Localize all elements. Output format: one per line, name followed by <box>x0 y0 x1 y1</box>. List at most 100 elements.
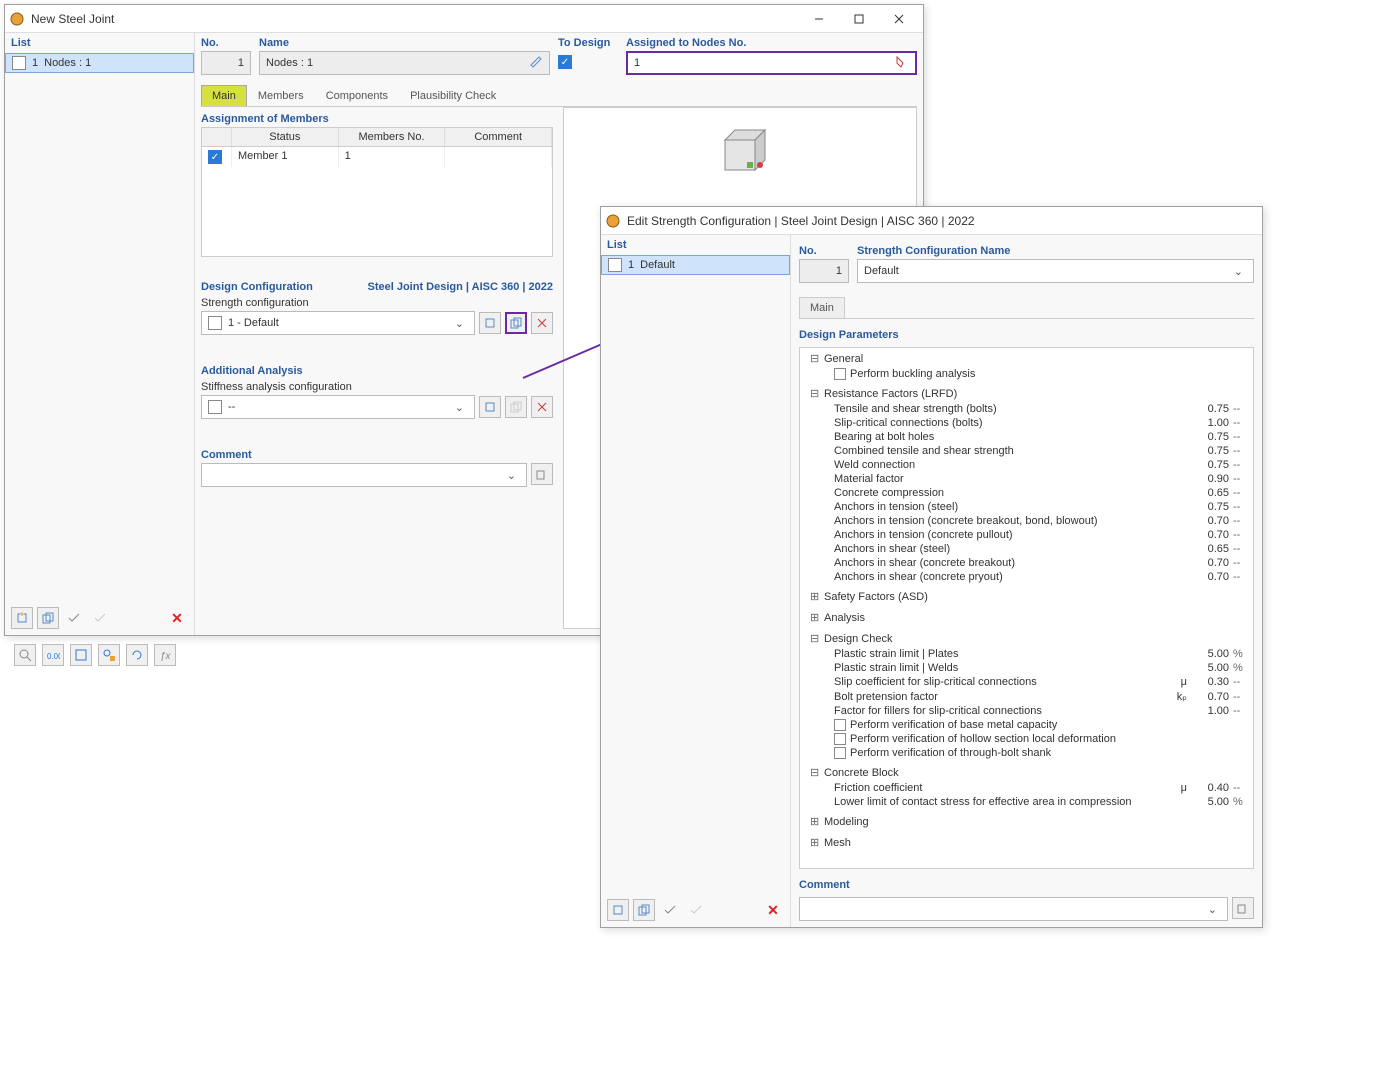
comment-edit-icon[interactable] <box>531 463 553 485</box>
tree-item[interactable]: Bolt pretension factorkₚ0.70-- <box>810 689 1253 704</box>
function-icon[interactable]: ƒx <box>154 644 176 666</box>
row-checkbox[interactable]: ✓ <box>208 150 222 164</box>
param-value[interactable]: 0.40 <box>1191 782 1229 794</box>
tab-components[interactable]: Components <box>315 85 399 106</box>
copy-icon[interactable] <box>37 607 59 629</box>
edit-name-icon[interactable] <box>529 55 543 72</box>
comment-edit-icon[interactable] <box>1232 897 1254 919</box>
tree-item[interactable]: Factor for fillers for slip-critical con… <box>810 704 1253 718</box>
tree-item[interactable]: Perform verification of base metal capac… <box>810 718 1253 732</box>
checkbox[interactable] <box>834 368 846 380</box>
comment-field[interactable]: ⌄ <box>201 463 527 487</box>
tree-item[interactable]: Anchors in tension (concrete breakout, b… <box>810 514 1253 528</box>
tree-item[interactable]: Anchors in tension (steel)0.75-- <box>810 500 1253 514</box>
tree-item[interactable]: Perform verification of hollow section l… <box>810 732 1253 746</box>
uncheck-all-icon[interactable] <box>89 607 111 629</box>
param-value[interactable]: 0.70 <box>1191 571 1229 583</box>
param-value[interactable]: 0.65 <box>1191 543 1229 555</box>
checkbox[interactable] <box>834 747 846 759</box>
tree-item[interactable]: Perform verification of through-bolt sha… <box>810 746 1253 760</box>
delete-stiffness-icon[interactable] <box>531 396 553 418</box>
delete-button[interactable]: ✕ <box>762 899 784 921</box>
new-stiffness-icon[interactable] <box>479 396 501 418</box>
tree-item[interactable]: Combined tensile and shear strength0.75-… <box>810 444 1253 458</box>
stiffness-dropdown[interactable]: -- ⌄ <box>201 395 475 419</box>
tree-item[interactable]: Anchors in shear (steel)0.65-- <box>810 542 1253 556</box>
stiffness-checkbox[interactable] <box>208 400 222 414</box>
tree-group-head[interactable]: ⊟Design Check <box>810 630 1253 647</box>
param-value[interactable]: 0.75 <box>1191 459 1229 471</box>
param-value[interactable]: 5.00 <box>1191 796 1229 808</box>
tree-item[interactable]: Plastic strain limit | Welds5.00% <box>810 661 1253 675</box>
close-button[interactable] <box>879 5 919 33</box>
tree-item[interactable]: Anchors in shear (concrete breakout)0.70… <box>810 556 1253 570</box>
param-value[interactable]: 0.30 <box>1191 676 1229 688</box>
param-value[interactable]: 0.75 <box>1191 501 1229 513</box>
pick-node-icon[interactable] <box>895 55 909 72</box>
tab-main[interactable]: Main <box>799 297 845 318</box>
no-field[interactable]: 1 <box>201 51 251 75</box>
tree-item[interactable]: Lower limit of contact stress for effect… <box>810 795 1253 809</box>
list-item[interactable]: 1 Default <box>601 255 790 275</box>
param-value[interactable]: 0.70 <box>1191 515 1229 527</box>
tree-group-head[interactable]: ⊞Mesh <box>810 834 1253 851</box>
new-icon[interactable] <box>11 607 33 629</box>
list-item-checkbox[interactable] <box>608 258 622 272</box>
units-icon[interactable]: 0.00 <box>42 644 64 666</box>
maximize-button[interactable] <box>839 5 879 33</box>
comment-field[interactable]: ⌄ <box>799 897 1228 921</box>
tree-item[interactable]: Concrete compression0.65-- <box>810 486 1253 500</box>
param-value[interactable]: 0.75 <box>1191 431 1229 443</box>
list-item-checkbox[interactable] <box>12 56 26 70</box>
tree-item[interactable]: Plastic strain limit | Plates5.00% <box>810 647 1253 661</box>
tab-members[interactable]: Members <box>247 85 315 106</box>
strength-config-dropdown[interactable]: 1 - Default ⌄ <box>201 311 475 335</box>
name-field[interactable]: Default ⌄ <box>857 259 1254 283</box>
param-value[interactable]: 5.00 <box>1191 648 1229 660</box>
tree-group-head[interactable]: ⊞Safety Factors (ASD) <box>810 588 1253 605</box>
param-value[interactable]: 5.00 <box>1191 662 1229 674</box>
user-settings-icon[interactable] <box>98 644 120 666</box>
param-value[interactable]: 1.00 <box>1191 417 1229 429</box>
new-config-icon[interactable] <box>479 312 501 334</box>
tree-item[interactable]: Perform buckling analysis <box>810 367 1253 381</box>
delete-button[interactable]: ✕ <box>166 607 188 629</box>
tree-item[interactable]: Anchors in tension (concrete pullout)0.7… <box>810 528 1253 542</box>
tree-item[interactable]: Anchors in shear (concrete pryout)0.70-- <box>810 570 1253 584</box>
tree-item[interactable]: Weld connection0.75-- <box>810 458 1253 472</box>
list-item[interactable]: 1 Nodes : 1 <box>5 53 194 73</box>
tree-item[interactable]: Bearing at bolt holes0.75-- <box>810 430 1253 444</box>
tree-item[interactable]: Friction coefficientμ0.40-- <box>810 781 1253 795</box>
param-value[interactable]: 0.70 <box>1191 691 1229 703</box>
edit-config-button[interactable] <box>505 312 527 334</box>
tab-plausibility[interactable]: Plausibility Check <box>399 85 507 106</box>
table-row[interactable]: ✓ Member 1 1 <box>202 147 552 167</box>
param-value[interactable]: 0.75 <box>1191 445 1229 457</box>
tree-group-head[interactable]: ⊟Concrete Block <box>810 764 1253 781</box>
new-icon[interactable] <box>607 899 629 921</box>
tab-main[interactable]: Main <box>201 85 247 106</box>
tree-group-head[interactable]: ⊞Analysis <box>810 609 1253 626</box>
tree-item[interactable]: Tensile and shear strength (bolts)0.75-- <box>810 402 1253 416</box>
checkbox[interactable] <box>834 733 846 745</box>
box-icon[interactable] <box>70 644 92 666</box>
design-params-tree[interactable]: ⊟General Perform buckling analysis⊟Resis… <box>799 347 1254 869</box>
param-value[interactable]: 0.75 <box>1191 403 1229 415</box>
param-value[interactable]: 1.00 <box>1191 705 1229 717</box>
param-value[interactable]: 0.65 <box>1191 487 1229 499</box>
delete-config-icon[interactable] <box>531 312 553 334</box>
param-value[interactable]: 0.90 <box>1191 473 1229 485</box>
copy-stiffness-icon[interactable] <box>505 396 527 418</box>
minimize-button[interactable] <box>799 5 839 33</box>
check-all-icon[interactable] <box>63 607 85 629</box>
assigned-nodes-field[interactable]: 1 <box>626 51 917 75</box>
param-value[interactable]: 0.70 <box>1191 529 1229 541</box>
no-field[interactable]: 1 <box>799 259 849 283</box>
check-all-icon[interactable] <box>659 899 681 921</box>
to-design-checkbox[interactable]: ✓ <box>558 55 572 69</box>
tree-item[interactable]: Slip coefficient for slip-critical conne… <box>810 675 1253 689</box>
checkbox[interactable] <box>834 719 846 731</box>
search-icon[interactable] <box>14 644 36 666</box>
refresh-icon[interactable] <box>126 644 148 666</box>
tree-item[interactable]: Slip-critical connections (bolts)1.00-- <box>810 416 1253 430</box>
